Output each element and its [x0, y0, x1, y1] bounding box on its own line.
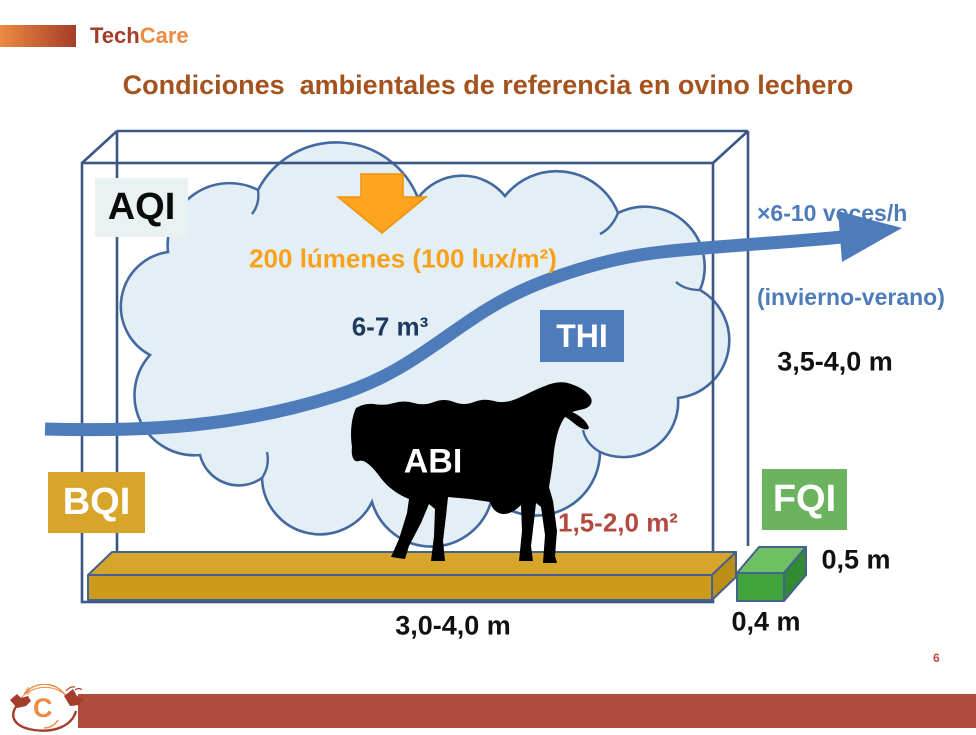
emblem-horns — [65, 686, 83, 692]
emblem-goat-right — [64, 689, 84, 706]
emblem-c: C — [33, 693, 53, 723]
area-per-animal-label: 1,5-2,0 m² — [558, 507, 678, 538]
slide-title: Condiciones ambientales de referencia en… — [122, 70, 854, 100]
thi-badge: THI — [540, 310, 624, 362]
feeder-width-label: 0,4 m — [731, 606, 801, 637]
ventilation-rate: ×6-10 veces/h — [757, 200, 908, 226]
feeder-box-icon — [736, 546, 807, 602]
brand-logo-care: Care — [139, 23, 189, 48]
light-spec-label: 200 lúmenes (100 lux/m²) — [249, 243, 557, 274]
bedding-platform-icon — [87, 551, 737, 601]
ventilation-label: ×6-10 veces/h (invierno-verano) — [757, 143, 945, 367]
emblem-sheep-left — [10, 694, 31, 708]
emblem-swoosh — [12, 703, 78, 732]
feeder-height-label: 0,5 m — [821, 544, 891, 575]
airflow-arrow-icon — [44, 211, 902, 437]
sheep-silhouette-icon — [351, 382, 592, 563]
brand-gradient-bar-icon — [0, 25, 76, 47]
abi-label: ABI — [403, 442, 463, 481]
techcare-emblem-icon: C — [10, 684, 84, 732]
fqi-badge: FQI — [762, 469, 847, 530]
barn-height-label: 3,5-4,0 m — [777, 346, 893, 377]
page-number: 6 — [933, 651, 940, 665]
brand-logo: TechCare — [90, 23, 189, 49]
bqi-badge: BQI — [48, 472, 145, 533]
down-arrow-icon — [335, 173, 429, 234]
aqi-badge: AQI — [95, 178, 188, 237]
air-volume-label: 6-7 m³ — [351, 311, 429, 342]
ventilation-season: (invierno-verano) — [757, 284, 945, 310]
emblem-star — [25, 687, 31, 695]
brand-logo-tech: Tech — [90, 23, 140, 48]
footer-bar — [78, 694, 976, 728]
barn-width-label: 3,0-4,0 m — [395, 610, 511, 641]
